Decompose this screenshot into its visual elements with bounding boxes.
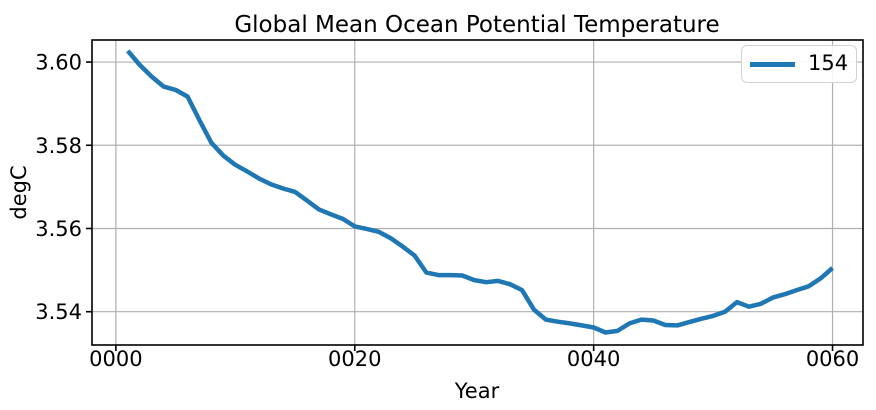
plot-border — [91, 39, 864, 346]
y-tick-label: 3.54 — [35, 300, 82, 324]
data-series-layer — [126, 49, 834, 335]
x-tick-label: 0040 — [567, 347, 620, 371]
chart-title: Global Mean Ocean Potential Temperature — [234, 12, 719, 38]
legend-line-sample — [750, 61, 795, 67]
y-tick-label: 3.56 — [35, 217, 82, 241]
x-tick-label: 0060 — [806, 347, 859, 371]
grid-lines — [92, 40, 863, 345]
series-line-154 — [126, 49, 834, 335]
axes-spines-and-ticks — [86, 39, 864, 351]
legend: 154 — [741, 45, 857, 83]
legend-label: 154 — [808, 50, 849, 75]
x-tick-label: 0000 — [89, 347, 142, 371]
tick-labels: 0000 0020 0040 0060 3.54 3.56 3.58 3.60 — [35, 51, 859, 371]
y-tick-label: 3.60 — [35, 51, 82, 75]
y-tick-label: 3.58 — [35, 134, 82, 158]
x-axis-label: Year — [454, 379, 500, 403]
y-axis-label: degC — [7, 165, 31, 219]
x-tick-label: 0020 — [328, 347, 381, 371]
